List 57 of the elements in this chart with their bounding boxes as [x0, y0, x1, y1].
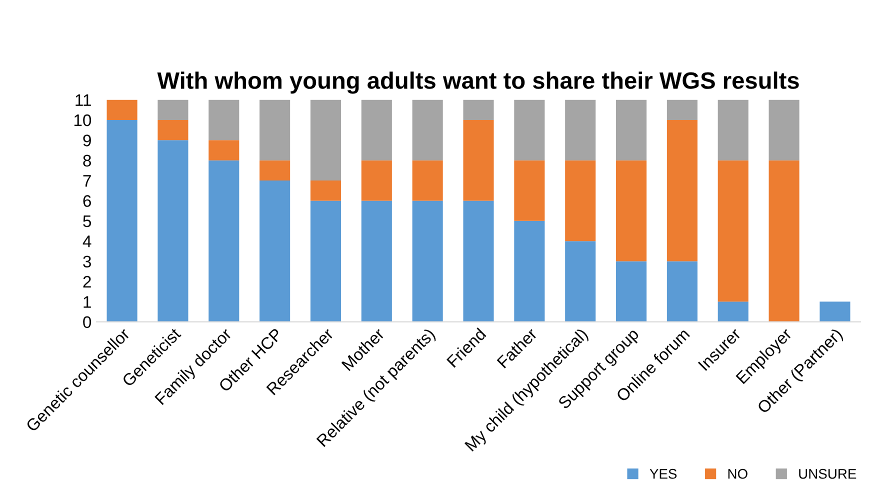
bar [260, 180, 290, 322]
chart-title: With whom young adults want to share their WGS results [157, 72, 799, 94]
bar [260, 100, 290, 160]
y-tick-label: 3 [83, 256, 91, 268]
bar [310, 200, 342, 322]
bar [158, 140, 188, 322]
bar [463, 120, 494, 201]
bar [768, 100, 800, 160]
bar [565, 100, 596, 160]
bar [361, 160, 392, 201]
bar [463, 100, 494, 120]
y-tick-label: 2 [83, 276, 91, 288]
bar [158, 100, 188, 120]
bar [768, 160, 800, 322]
bar [412, 100, 443, 160]
bar [666, 100, 698, 120]
y-tick-label: 6 [83, 195, 91, 207]
bar [514, 160, 545, 221]
legend-label: NO [728, 468, 748, 479]
bar [106, 120, 138, 322]
y-tick-label: 7 [83, 175, 91, 187]
bar [158, 120, 188, 140]
legend-label: UNSURE [799, 468, 856, 479]
bar [565, 241, 596, 322]
bar [718, 160, 748, 302]
y-tick-label: 4 [82, 236, 92, 248]
bar [106, 100, 138, 120]
bar [616, 261, 647, 322]
y-tick-label: 8 [83, 154, 91, 167]
bar [208, 140, 240, 160]
bar [666, 120, 698, 262]
bar [616, 100, 647, 160]
y-tick-label: 0 [83, 316, 92, 328]
bar [718, 100, 748, 160]
y-tick-label: 5 [83, 215, 92, 228]
bar [412, 160, 443, 201]
bar [514, 220, 545, 322]
bar [208, 160, 240, 322]
bar [616, 160, 647, 262]
bar [260, 160, 290, 181]
y-tick-label: 11 [76, 94, 91, 106]
bar [310, 180, 342, 201]
bar [463, 200, 494, 322]
y-tick-label: 10 [74, 114, 92, 126]
bar [310, 100, 342, 181]
legend-label: YES [650, 468, 677, 479]
bar [514, 100, 545, 160]
bar [208, 100, 240, 140]
bar [718, 302, 748, 322]
bar [820, 302, 850, 322]
bar [565, 160, 596, 242]
bar [412, 200, 443, 322]
bar [666, 261, 698, 322]
bar [361, 100, 392, 160]
y-tick-label: 9 [83, 134, 91, 146]
bar [361, 200, 392, 322]
y-tick-label: 1 [84, 296, 91, 308]
